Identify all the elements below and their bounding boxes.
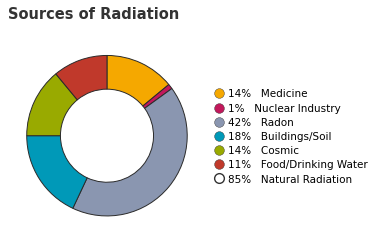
Wedge shape [107,55,169,106]
Text: Sources of Radiation: Sources of Radiation [8,7,179,22]
Wedge shape [56,55,107,100]
Wedge shape [73,88,187,216]
Wedge shape [27,136,87,208]
Legend: 14%   Medicine, 1%   Nuclear Industry, 42%   Radon, 18%   Buildings/Soil, 14%   : 14% Medicine, 1% Nuclear Industry, 42% R… [215,89,368,185]
Wedge shape [27,74,77,136]
Wedge shape [143,84,172,108]
